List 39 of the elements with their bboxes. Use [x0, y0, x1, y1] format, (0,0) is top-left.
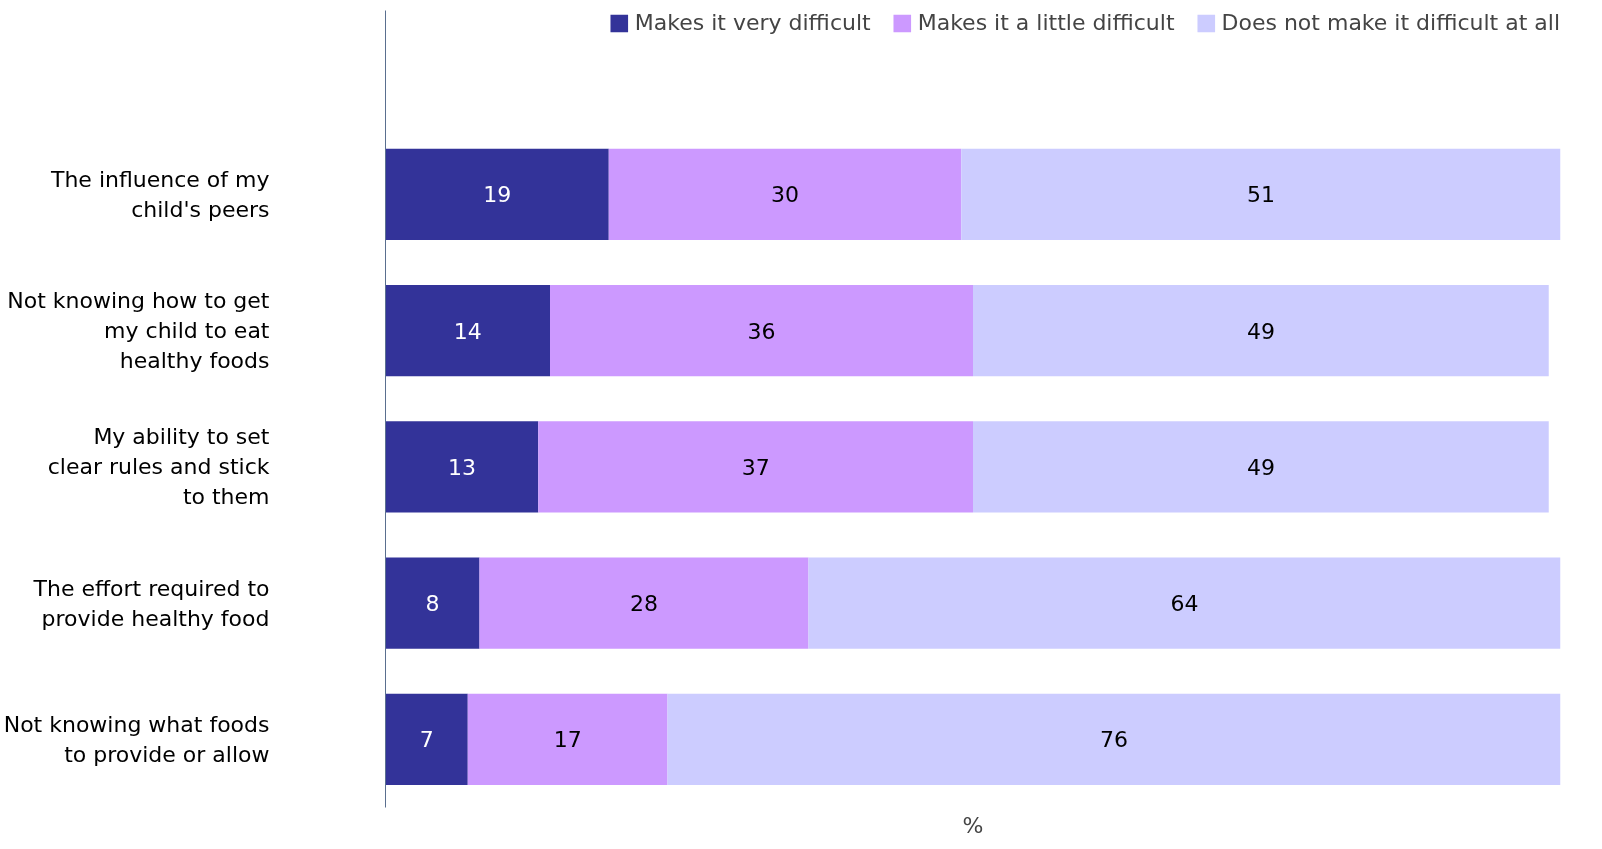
bar — [385, 693, 468, 786]
data-label: 14 — [453, 318, 482, 344]
data-label: 30 — [771, 182, 799, 208]
bar — [973, 285, 1549, 377]
x-axis-title: % — [962, 812, 984, 838]
data-label: 8 — [425, 591, 440, 617]
data-label: 49 — [1246, 454, 1275, 480]
bar — [667, 693, 1561, 786]
data-label: 28 — [630, 591, 658, 617]
bar — [385, 285, 550, 377]
data-label: 19 — [483, 182, 512, 208]
data-label: 36 — [747, 318, 776, 344]
bar — [385, 148, 609, 241]
data-label: 51 — [1246, 182, 1275, 208]
data-label: 17 — [553, 727, 582, 753]
y-tick-label: The influence of my child's peers — [49, 166, 270, 222]
bar — [538, 421, 973, 513]
bar — [961, 148, 1561, 241]
data-label: 64 — [1170, 591, 1199, 617]
bar — [479, 557, 809, 649]
bar — [467, 693, 668, 786]
bar — [385, 557, 480, 649]
legend-label: Makes it very difficult — [634, 10, 871, 35]
bar — [550, 285, 973, 377]
data-label: 76 — [1100, 727, 1128, 753]
bar — [608, 148, 962, 241]
legend-label: Does not make it difficult at all — [1221, 10, 1560, 35]
legend-label: Makes it a little difficult — [917, 10, 1175, 35]
bar — [808, 557, 1561, 649]
data-label: 49 — [1246, 318, 1275, 344]
bar — [385, 421, 539, 513]
y-tick-label: The effort required to provide healthy food — [32, 575, 270, 631]
y-tick-label: Not knowing what foods to provide or allow — [3, 711, 270, 767]
data-label: 13 — [447, 454, 476, 480]
y-tick-label: Not knowing how to get my child to eat healthy foods — [7, 288, 270, 374]
bar — [973, 421, 1549, 513]
data-label: 7 — [419, 727, 434, 753]
y-tick-label: My ability to set clear rules and stick to them — [47, 424, 270, 510]
data-label: 37 — [741, 454, 770, 480]
